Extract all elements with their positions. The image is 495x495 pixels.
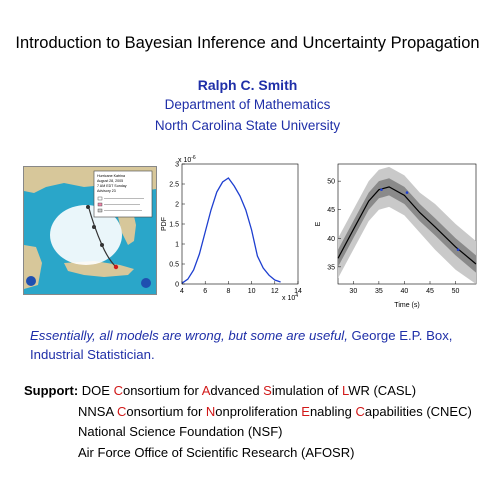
support-text-part: onsortium for <box>126 403 206 419</box>
support-line-nsf: National Science Foundation (NSF) <box>24 422 472 443</box>
map-legend-line-1: Hurricane Katrina <box>97 174 125 178</box>
pdf-x-tick-label: 8 <box>226 288 230 295</box>
slide-title: Introduction to Bayesian Inference and U… <box>15 34 480 52</box>
mean-response-line <box>337 186 477 265</box>
support-text-part: DOE <box>81 383 114 398</box>
hurricane-map-graphic: Hurricane Katrina August 28, 2005 7 AM E… <box>24 167 156 294</box>
observation-points <box>380 188 460 252</box>
pdf-y-tick-label: 2.5 <box>169 182 179 189</box>
pdf-x-tick-label: 14 <box>294 288 302 295</box>
map-legend-line-4: Advisory 23 <box>97 189 116 193</box>
observation-point <box>380 188 383 192</box>
pdf-chart: 4 6 8 10 12 14 0 0.5 1 1.5 2 2.5 3 x 10-6 x 104 PDF <box>161 155 302 302</box>
support-text-part: E <box>301 403 310 419</box>
pdf-x-ticks: 4 6 8 10 12 14 <box>180 281 302 295</box>
energy-chart: 30 35 40 45 50 35 40 45 50 E Time (s) <box>315 163 477 309</box>
e-x-tick-label: 35 <box>375 288 383 295</box>
support-text-part: WR (CASL) <box>348 383 417 398</box>
author-university: North Carolina State University <box>154 118 341 133</box>
author-name: Ralph C. Smith <box>197 77 298 93</box>
support-line-casl: DOE Consortium for Advanced Simulation o… <box>82 383 416 398</box>
support-line-afosr: Air Force Office of Scientific Research … <box>24 443 472 464</box>
credible-band-inner <box>338 178 476 273</box>
support-text-part: apabilities (CNEC) <box>364 403 472 419</box>
support-text-part: National Science Foundation (NSF) <box>78 424 283 439</box>
pdf-y-axis-label: PDF <box>161 217 168 231</box>
support-text-part: C <box>355 403 365 419</box>
support-text-part: onsortium for <box>122 383 202 398</box>
box-quote: Essentially, all models are wrong, but s… <box>30 326 470 364</box>
support-text-part: S <box>263 383 272 398</box>
support-text-part: L <box>341 383 349 398</box>
map-legend-line-2: August 28, 2005 <box>97 179 123 183</box>
e-y-ticks: 35 40 45 50 <box>327 179 341 271</box>
support-text-part: nabling <box>309 403 356 419</box>
e-y-tick-label: 45 <box>327 207 335 214</box>
e-x-tick-label: 50 <box>452 288 460 295</box>
quote-attribution: George E.P. Box, <box>347 328 453 343</box>
quote-text: Essentially, all models are wrong, but s… <box>30 328 348 343</box>
support-text-part: N <box>205 403 216 419</box>
pdf-x-tick-label: 10 <box>248 288 256 295</box>
quote-attribution-role: Industrial Statistician. <box>30 347 155 362</box>
map-legend-box <box>93 170 153 218</box>
support-label: Support: <box>24 383 79 398</box>
map-legend-line-3: 7 AM EDT Sunday <box>97 184 127 188</box>
support-text-part: onproliferation <box>215 403 302 419</box>
e-x-axis-label: Time (s) <box>394 302 419 309</box>
author-department: Department of Mathematics <box>164 97 331 112</box>
support-text-part: C <box>117 403 127 419</box>
e-y-tick-label: 40 <box>327 236 335 243</box>
e-y-tick-label: 50 <box>327 179 335 186</box>
e-y-axis-label: E <box>315 221 322 226</box>
support-text-part: imulation of <box>271 383 342 398</box>
e-x-tick-label: 45 <box>426 288 434 295</box>
noaa-logo-icon <box>26 276 36 286</box>
observation-point <box>405 191 409 194</box>
pdf-plot-frame <box>181 163 299 285</box>
support-text-part: Air Force Office of Scientific Research … <box>78 444 355 460</box>
pdf-y-tick-label: 1.5 <box>169 222 179 229</box>
pdf-y-tick-label: 1 <box>175 242 179 249</box>
pdf-x-tick-label: 6 <box>203 288 207 295</box>
pdf-x-scale-label: x 104 <box>282 293 298 302</box>
pdf-y-tick-label: 3 <box>175 162 179 169</box>
support-line-cnec: NNSA Consortium for Nonproliferation Ena… <box>24 402 472 423</box>
e-x-tick-label: 30 <box>349 288 357 295</box>
support-text-part: NNSA <box>78 403 118 419</box>
nws-logo-icon <box>141 278 151 288</box>
pdf-y-tick-label: 0.5 <box>169 262 179 269</box>
pdf-y-scale-label: x 10-6 <box>178 155 196 164</box>
observation-point <box>456 248 460 252</box>
hurricane-track-map: Hurricane Katrina August 28, 2005 7 AM E… <box>23 166 157 295</box>
pdf-y-tick-label: 2 <box>175 202 179 209</box>
e-x-tick-label: 40 <box>401 288 409 295</box>
pdf-y-tick-label: 0 <box>175 282 179 289</box>
support-section: Support: DOE Consortium for Advanced Sim… <box>24 381 472 463</box>
pdf-x-tick-label: 12 <box>271 288 279 295</box>
support-text-part: dvanced <box>210 383 264 398</box>
e-x-ticks: 30 35 40 45 50 <box>349 281 460 295</box>
e-y-tick-label: 35 <box>327 264 335 271</box>
pdf-y-ticks: 0 0.5 1 1.5 2 2.5 3 <box>169 162 185 289</box>
pdf-density-curve <box>181 177 281 284</box>
support-text-part: C <box>113 383 123 398</box>
pdf-x-tick-label: 4 <box>180 288 184 295</box>
support-text-part: A <box>201 383 211 398</box>
